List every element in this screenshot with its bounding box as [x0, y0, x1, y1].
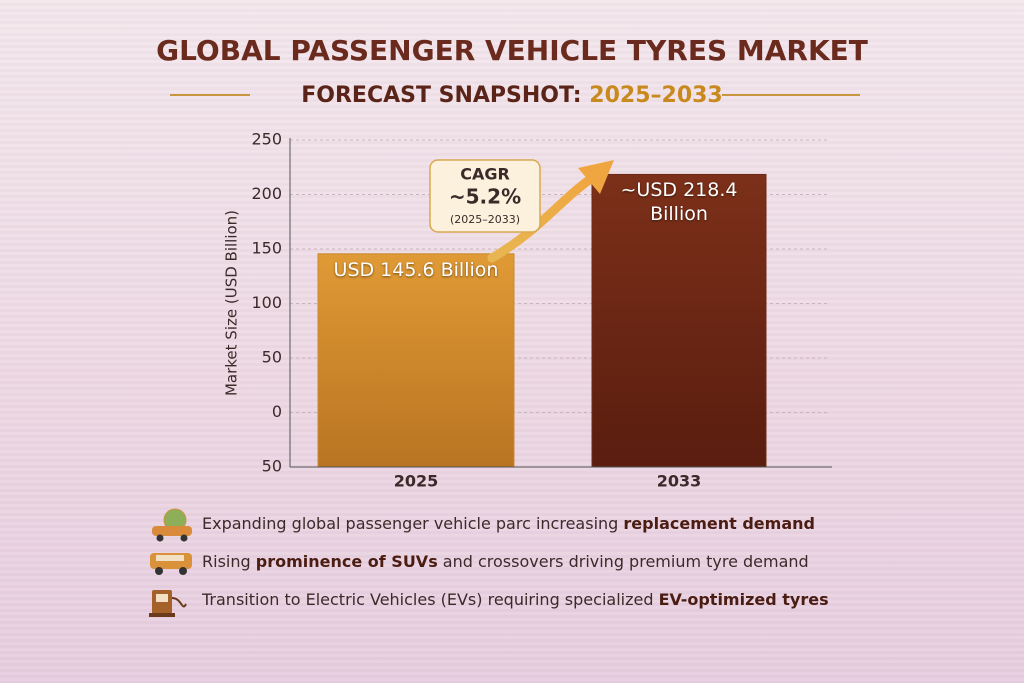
chart-subtitle: FORECAST SNAPSHOT: 2025–2033 [301, 83, 723, 108]
bullet-bold: prominence of SUVs [255, 552, 438, 571]
value-label: ~USD 218.4 Billion [620, 179, 738, 226]
cagr-value: ~5.2% [449, 185, 521, 209]
cagr-box [429, 159, 541, 233]
y-tick-label: 100 [251, 293, 282, 312]
chart-title: GLOBAL PASSENGER VEHICLE TYRES MARKET [156, 34, 868, 67]
cagr-period: (2025–2033) [450, 213, 520, 226]
y-tick-label: 50 [262, 348, 282, 367]
bullet: Transition to Electric Vehicles (EVs) re… [202, 590, 829, 609]
subtitle-text: FORECAST SNAPSHOT: [301, 83, 581, 108]
bullet-text: Expanding global passenger vehicle parc … [202, 514, 624, 533]
cagr-arrow [487, 173, 597, 263]
icon-globe-car [152, 508, 192, 542]
y-tick-label: 50 [262, 457, 282, 476]
icon-suv [150, 553, 192, 575]
bullet-text: Transition to Electric Vehicles (EVs) re… [202, 590, 659, 609]
bar [591, 173, 767, 468]
subtitle-highlight: 2025–2033 [589, 83, 722, 108]
bullet-text: Rising [202, 552, 256, 571]
bar [317, 253, 515, 468]
y-tick-label: 0 [272, 402, 282, 421]
x-tick-label: 2033 [657, 472, 702, 491]
icon-ev-charger [149, 590, 187, 617]
x-tick-label: 2025 [394, 472, 439, 491]
y-tick-label: 150 [251, 239, 282, 258]
bullet: Expanding global passenger vehicle parc … [202, 514, 815, 533]
bullet-text: and crossovers driving premium tyre dema… [437, 552, 809, 571]
cagr-title: CAGR [460, 165, 510, 184]
bullet-bold: EV-optimized tyres [658, 590, 829, 609]
value-label: USD 145.6 Billion [333, 258, 499, 281]
y-tick-label: 250 [251, 130, 282, 149]
y-axis-label: Market Size (USD Billion) [223, 210, 241, 396]
y-tick-label: 200 [251, 184, 282, 203]
arrow-head [578, 160, 614, 194]
bullet: Rising prominence of SUVs and crossovers… [202, 552, 809, 571]
bullet-bold: replacement demand [623, 514, 815, 533]
